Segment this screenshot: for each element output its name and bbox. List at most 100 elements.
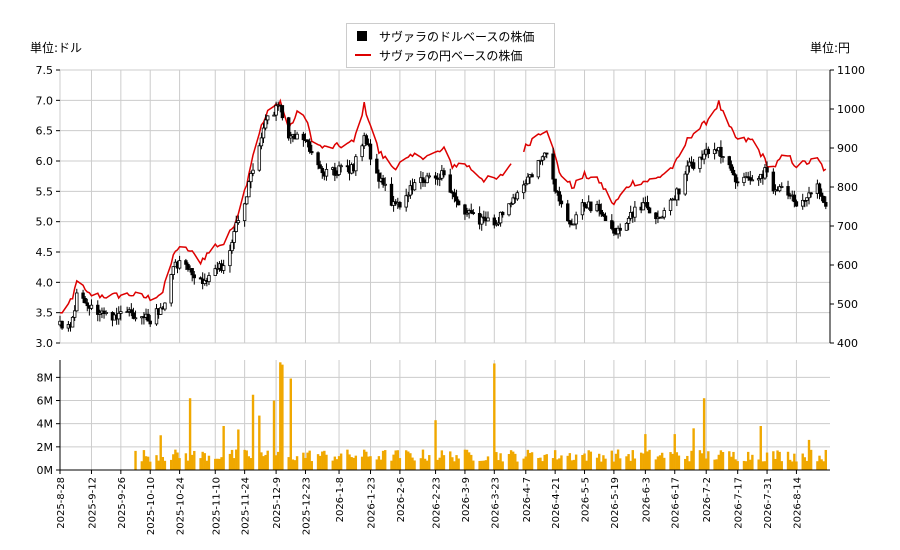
- candle-body: [148, 320, 152, 325]
- y-right-tick-label: 700: [837, 220, 858, 233]
- volume-bar: [524, 456, 527, 470]
- candle-body: [683, 173, 687, 195]
- volume-bar: [648, 449, 651, 470]
- volume-bar: [631, 450, 634, 470]
- volume-bar: [751, 454, 754, 470]
- volume-bar: [453, 461, 456, 470]
- volume-bar: [688, 461, 691, 470]
- volume-bar: [612, 461, 616, 470]
- x-tick-label: 2025-12-23: [301, 477, 312, 535]
- volume-bar: [149, 461, 152, 470]
- candle-body: [364, 135, 369, 145]
- volume-bar: [155, 455, 158, 470]
- volume-bar: [671, 453, 674, 470]
- candle-body: [817, 183, 822, 194]
- volume-bar: [216, 458, 219, 470]
- volume-bar: [595, 457, 599, 470]
- volume-bar: [354, 455, 358, 470]
- candle-body: [824, 202, 828, 207]
- volume-bar: [493, 363, 496, 470]
- volume-bar: [467, 452, 471, 470]
- x-tick-label: 2026-7-31: [763, 477, 774, 529]
- volume-bar: [442, 455, 446, 470]
- volume-bar: [627, 454, 630, 470]
- volume-bar: [780, 461, 783, 470]
- candle-body: [286, 117, 291, 139]
- candle-body: [763, 167, 767, 179]
- volume-bar: [732, 451, 735, 470]
- candle-body: [452, 192, 457, 198]
- volume-bar: [558, 458, 561, 470]
- volume-bar: [705, 458, 708, 470]
- candle-body: [610, 220, 614, 229]
- candle-body: [318, 164, 322, 169]
- candle-body: [119, 311, 123, 314]
- volume-bar: [824, 449, 828, 470]
- volume-bar: [421, 449, 425, 470]
- candle-body: [425, 175, 429, 184]
- volume-bar: [266, 450, 269, 470]
- legend-label-dollar: サヴァラのドルベースの株価: [379, 29, 535, 44]
- candle-body: [133, 317, 138, 320]
- candle-body: [236, 220, 241, 224]
- x-tick-label: 2025-10-10: [146, 477, 157, 535]
- y-left-tick-label: 7.5: [36, 64, 54, 77]
- volume-bar: [293, 460, 297, 470]
- legend-swatch-dollar: [357, 31, 367, 41]
- candle-body: [742, 176, 746, 183]
- volume-bars: [134, 362, 828, 470]
- candle-body: [641, 202, 645, 211]
- volume-bar: [644, 434, 647, 470]
- candle-body: [408, 185, 413, 196]
- candle-body: [463, 204, 467, 215]
- candle-body: [81, 292, 85, 299]
- volume-bar: [413, 460, 416, 470]
- volume-bar: [786, 451, 790, 470]
- volume-bar: [514, 453, 517, 470]
- x-tick-label: 2025-9-12: [87, 477, 98, 529]
- candle-body: [354, 156, 358, 172]
- candle-body: [421, 177, 425, 182]
- volume-bar: [801, 453, 804, 470]
- candle-body: [192, 274, 196, 279]
- volume-bar: [232, 458, 236, 470]
- volume-bar: [774, 458, 777, 470]
- y-left-tick-label: 5.0: [36, 216, 54, 229]
- volume-bar: [425, 460, 429, 470]
- volume-bar: [258, 415, 261, 470]
- candle-body: [398, 202, 402, 208]
- candle-body: [249, 173, 253, 183]
- volume-bar: [463, 449, 467, 470]
- candle-body: [603, 215, 608, 222]
- candle-body: [559, 200, 564, 205]
- candle-body: [580, 202, 585, 216]
- volume-bar: [639, 452, 643, 470]
- candle-body: [412, 182, 417, 191]
- candle-body: [368, 143, 373, 160]
- candle-body: [515, 192, 520, 200]
- volume-bar: [545, 454, 548, 470]
- candle-body: [129, 309, 134, 314]
- candle-body: [626, 217, 631, 224]
- candle-body: [748, 177, 752, 181]
- volume-bar: [203, 453, 206, 470]
- volume-bar: [346, 449, 349, 470]
- candle-body: [163, 302, 167, 310]
- volume-bar: [144, 456, 148, 470]
- candle-body: [536, 160, 541, 178]
- candle-body: [339, 165, 343, 168]
- volume-bar: [214, 458, 217, 470]
- volume-bar: [365, 451, 368, 470]
- volume-bar: [702, 398, 706, 470]
- legend-item-dollar: サヴァラのドルベースの株価: [355, 27, 534, 45]
- candle-body: [456, 200, 461, 206]
- candle-body: [677, 188, 681, 195]
- candle-body: [526, 176, 530, 185]
- volume-bar: [793, 453, 796, 470]
- volume-tick-label: 4M: [37, 418, 54, 431]
- volume-bar: [795, 461, 798, 470]
- volume-bar: [537, 458, 540, 470]
- volume-bar: [423, 458, 427, 470]
- candle-body: [125, 311, 129, 314]
